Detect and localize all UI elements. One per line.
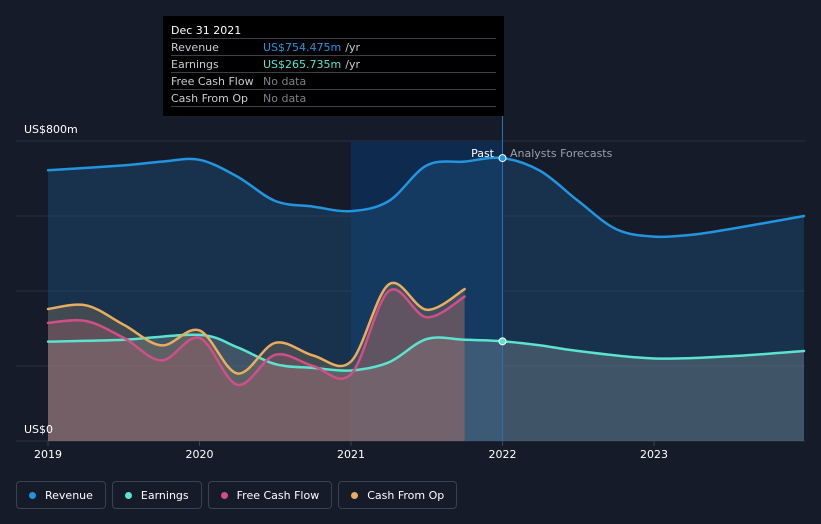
tooltip-label: Free Cash Flow bbox=[171, 75, 254, 88]
tooltip-label: Revenue bbox=[171, 41, 219, 54]
line-revenue bbox=[46, 156, 806, 239]
tooltip-markers bbox=[498, 154, 507, 346]
data-tooltip: Dec 31 2021 Revenue US$754.475m /yr Earn… bbox=[163, 16, 504, 116]
marker-earnings bbox=[498, 337, 507, 346]
legend-item-free-cash-flow[interactable]: Free Cash Flow bbox=[207, 481, 333, 509]
line-earnings bbox=[46, 333, 806, 372]
y-axis-bottom-label: US$0 bbox=[24, 423, 53, 436]
legend-label: Free Cash Flow bbox=[236, 488, 320, 502]
past-label: Past bbox=[471, 147, 495, 160]
tooltip-value: No data bbox=[263, 92, 307, 105]
tooltip-unit: /yr bbox=[345, 58, 360, 71]
legend-dot-icon bbox=[351, 491, 359, 499]
x-tick-label: 2022 bbox=[489, 448, 517, 461]
tooltip-value: US$265.735m bbox=[263, 58, 342, 71]
series-areas bbox=[48, 157, 804, 441]
tooltip-label: Earnings bbox=[171, 58, 219, 71]
past-year-highlight bbox=[351, 141, 503, 441]
tooltip-row-free-cash-flow: Free Cash Flow No data bbox=[171, 73, 496, 90]
x-tick-label: 2023 bbox=[640, 448, 668, 461]
area-free-cash-flow bbox=[48, 289, 465, 441]
x-tick-label: 2019 bbox=[34, 448, 62, 461]
x-axis-ticks: 2019 2020 2021 2022 2023 bbox=[34, 441, 668, 461]
tooltip-row-revenue: Revenue US$754.475m /yr bbox=[171, 39, 496, 56]
legend-dot-icon bbox=[29, 491, 36, 499]
tooltip-row-cash-from-op: Cash From Op No data bbox=[171, 90, 496, 107]
tooltip-label: Cash From Op bbox=[171, 92, 249, 105]
area-revenue bbox=[48, 157, 804, 441]
tooltip-value: No data bbox=[263, 75, 307, 88]
marker-revenue bbox=[498, 154, 507, 163]
legend-label: Revenue bbox=[45, 488, 93, 502]
y-axis-top-label: US$800m bbox=[24, 123, 78, 136]
x-tick-label: 2020 bbox=[186, 448, 214, 461]
legend-dot-icon bbox=[124, 491, 132, 499]
area-earnings bbox=[48, 334, 804, 441]
legend-item-earnings[interactable]: Earnings bbox=[111, 481, 202, 509]
line-cash-from-op bbox=[46, 281, 466, 375]
chart-legend: Revenue Earnings Free Cash Flow Cash Fro… bbox=[16, 481, 458, 509]
tooltip-value: US$754.475m bbox=[263, 41, 342, 54]
legend-item-cash-from-op[interactable]: Cash From Op bbox=[338, 481, 458, 509]
line-free-cash-flow bbox=[46, 288, 466, 387]
legend-item-revenue[interactable]: Revenue bbox=[16, 481, 106, 509]
legend-label: Cash From Op bbox=[367, 488, 445, 502]
series-lines bbox=[46, 156, 806, 387]
analysts-forecasts-label: Analysts Forecasts bbox=[510, 147, 613, 160]
tooltip-row-earnings: Earnings US$265.735m /yr bbox=[171, 56, 496, 73]
legend-label: Earnings bbox=[140, 488, 189, 502]
x-tick-label: 2021 bbox=[337, 448, 365, 461]
legend-dot-icon bbox=[220, 491, 228, 499]
tooltip-unit: /yr bbox=[345, 41, 360, 54]
tooltip-date: Dec 31 2021 bbox=[171, 22, 496, 39]
